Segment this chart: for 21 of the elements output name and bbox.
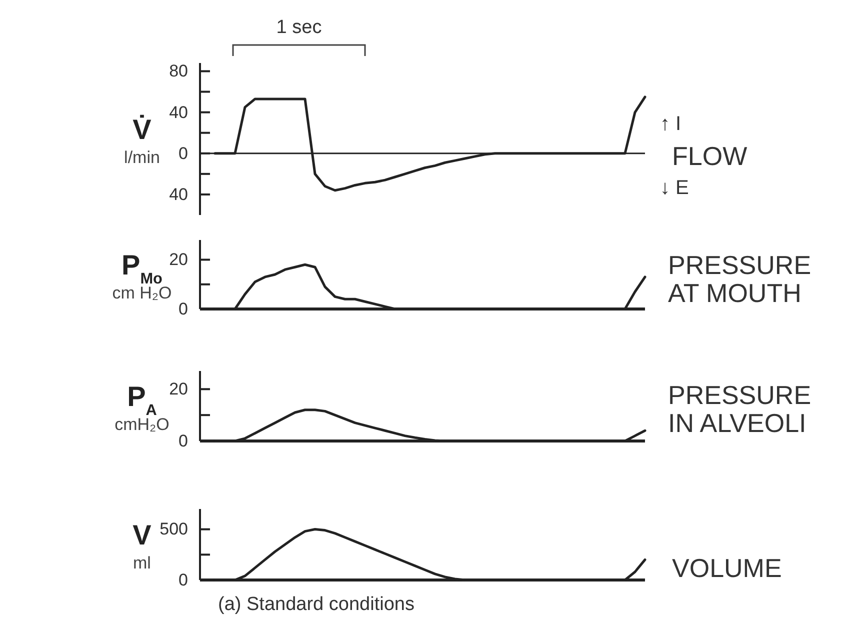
text: (a) Standard conditions xyxy=(218,594,414,615)
y-tick-label: 20 xyxy=(169,250,188,270)
series-label: PRESSURE AT MOUTH xyxy=(668,250,812,308)
y-tick-label: 500 xyxy=(160,520,188,539)
y-tick-label: 0 xyxy=(178,431,188,450)
y-axis-title: V̇ l/min xyxy=(124,114,160,167)
series-label: VOLUME xyxy=(672,553,782,583)
text: ↑ I xyxy=(660,113,682,135)
y-axis-title: P$_{A}$ cmH₂O xyxy=(114,381,170,434)
series-label: FLOW xyxy=(672,141,748,171)
y-tick-label: 80 xyxy=(169,62,188,81)
y-tick-label: 0 xyxy=(178,570,188,590)
text: ↓ E xyxy=(660,177,689,199)
text: 1 sec xyxy=(276,17,322,38)
series-label: PRESSURE IN ALVEOLI xyxy=(668,380,812,438)
y-tick-label: 0 xyxy=(178,299,188,318)
y-tick-label: 40 xyxy=(169,102,188,122)
y-axis-title: V ml xyxy=(132,520,152,572)
y-tick-label: 0 xyxy=(178,144,188,163)
y-tick-label: 20 xyxy=(169,380,188,399)
y-tick-label: 40 xyxy=(169,184,188,204)
